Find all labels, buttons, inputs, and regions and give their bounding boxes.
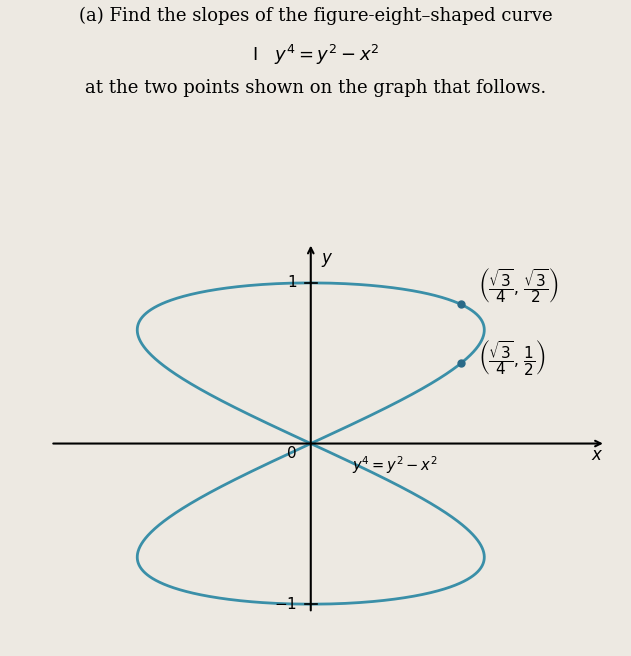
Text: $x$: $x$ [591,446,603,464]
Text: 0: 0 [287,445,297,461]
Text: $y$: $y$ [321,251,334,269]
Text: $\left(\dfrac{\sqrt{3}}{4},\, \dfrac{\sqrt{3}}{2}\right)$: $\left(\dfrac{\sqrt{3}}{4},\, \dfrac{\sq… [478,266,559,305]
Text: $\mathrm{I}\quad y^4 = y^2 - x^2$: $\mathrm{I}\quad y^4 = y^2 - x^2$ [252,43,379,67]
Text: (a) Find the slopes of the figure-eight–shaped curve: (a) Find the slopes of the figure-eight–… [79,7,552,25]
Text: $\left(\dfrac{\sqrt{3}}{4},\, \dfrac{1}{2}\right)$: $\left(\dfrac{\sqrt{3}}{4},\, \dfrac{1}{… [478,338,546,377]
Text: 1: 1 [287,276,297,291]
Text: at the two points shown on the graph that follows.: at the two points shown on the graph tha… [85,79,546,96]
Text: $-1$: $-1$ [274,596,297,612]
Text: $y^4 = y^2 - x^2$: $y^4 = y^2 - x^2$ [352,454,438,476]
